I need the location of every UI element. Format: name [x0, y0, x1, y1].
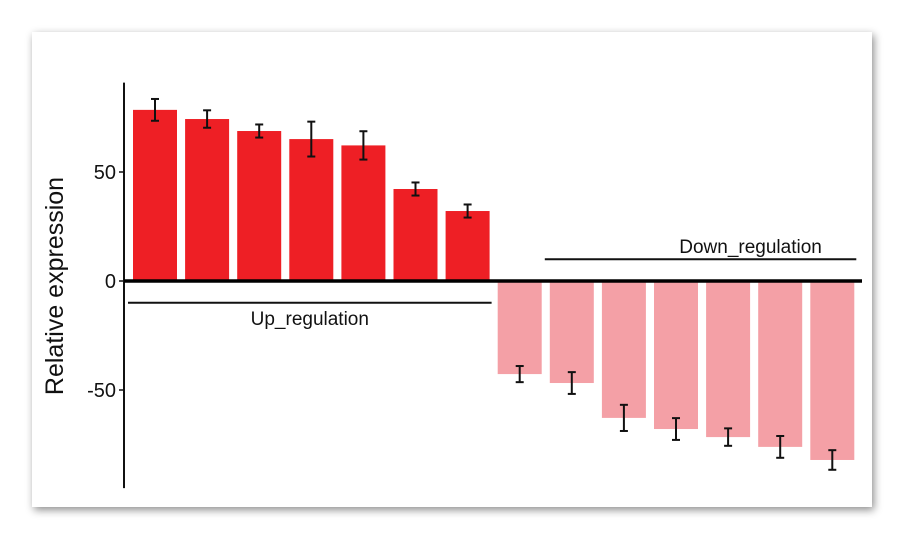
error-bar-down-4 [672, 417, 680, 441]
error-bar-down-3 [619, 403, 628, 432]
bar-up-3 [237, 131, 282, 281]
error-bar-down-5 [724, 427, 733, 447]
error-bar-down-7 [828, 449, 837, 471]
bar-down-4 [654, 281, 698, 430]
annotation-label: Down_regulation [679, 237, 822, 258]
y-tick-label: 50 [94, 162, 116, 184]
error-bar-down-1 [515, 365, 524, 384]
bar-up-5 [341, 145, 386, 281]
error-bar-up-4 [307, 120, 316, 158]
bar-down-2 [549, 281, 594, 384]
bar-up-6 [393, 189, 438, 281]
y-tick-label: 0 [105, 271, 116, 293]
bar-up-1 [133, 109, 177, 282]
bar-down-3 [601, 281, 646, 418]
error-bar-up-3 [255, 123, 264, 139]
error-bar-up-7 [463, 203, 472, 219]
annotation-label: Up_regulation [251, 309, 369, 330]
y-axis-label: Relative expression [41, 177, 69, 395]
bar-up-2 [185, 119, 230, 281]
bar-down-1 [497, 281, 542, 375]
bar-down-7 [810, 281, 855, 460]
bar-up-4 [289, 139, 334, 281]
bar-down-5 [706, 281, 751, 438]
error-bar-up-6 [411, 181, 420, 197]
error-bar-down-2 [567, 371, 576, 395]
bar-down-6 [758, 281, 803, 447]
bar-up-7 [445, 211, 490, 281]
error-bar-up-2 [203, 109, 212, 129]
error-bar-down-6 [776, 434, 785, 459]
error-bar-up-5 [359, 130, 368, 161]
y-tick-label: -50 [87, 380, 116, 402]
error-bar-up-1 [151, 97, 159, 122]
